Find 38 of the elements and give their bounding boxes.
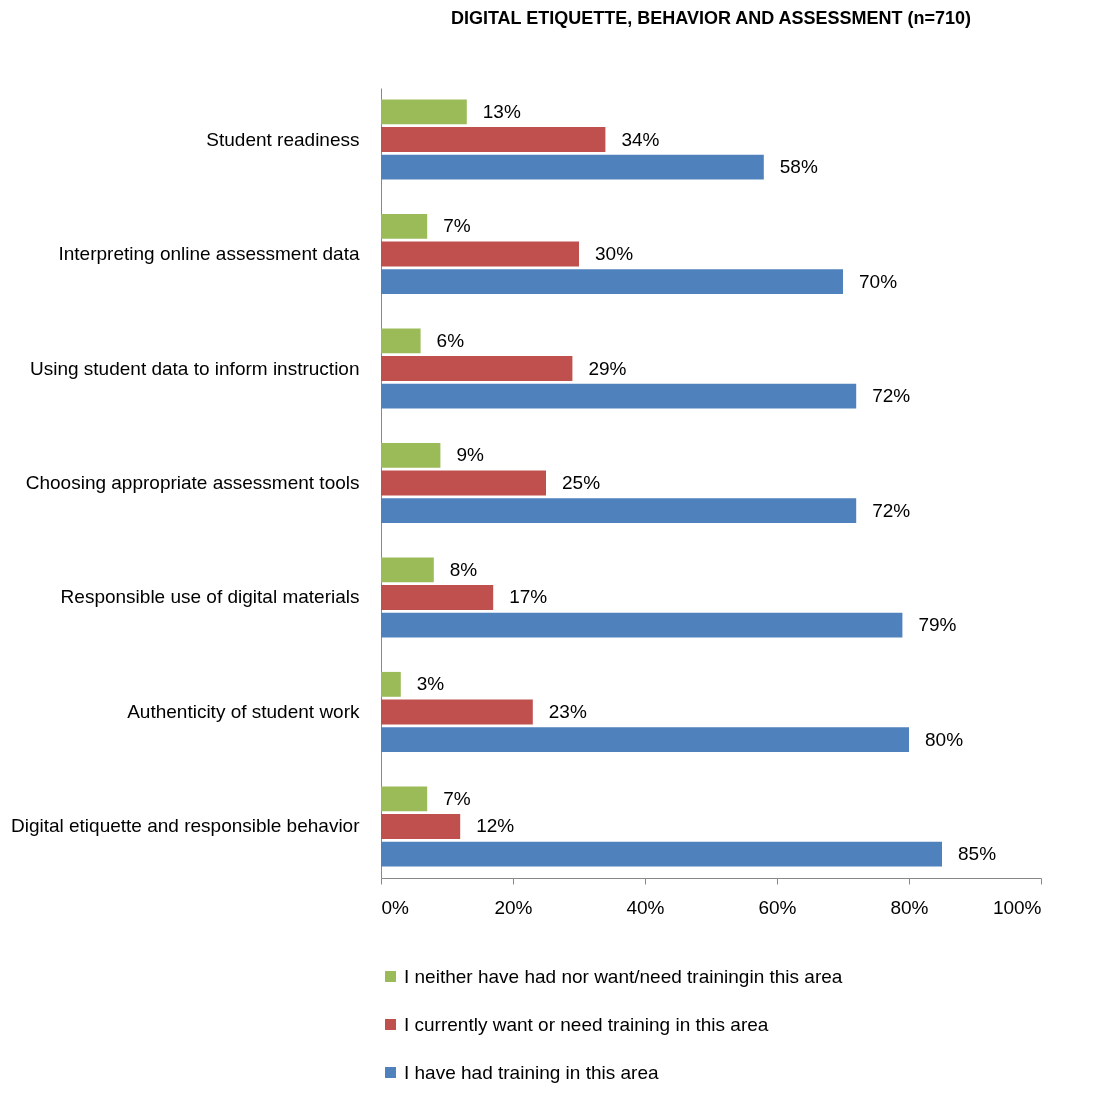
data-label: 7% — [443, 787, 471, 809]
data-label: 30% — [595, 243, 634, 265]
data-label: 72% — [872, 385, 911, 407]
data-label: 6% — [436, 329, 465, 351]
data-label: 7% — [443, 215, 471, 237]
data-label: 23% — [548, 700, 587, 722]
x-tick-label: 40% — [626, 896, 665, 918]
data-label: 25% — [562, 472, 601, 493]
y-tick-label: Responsible use of digital materials — [60, 586, 360, 608]
data-label: 17% — [509, 586, 548, 608]
x-tick-label: 80% — [890, 896, 929, 918]
data-label: 58% — [779, 156, 818, 178]
y-tick-label: Choosing appropriate assessment tools — [25, 472, 360, 493]
data-label: 13% — [482, 100, 521, 122]
data-label: 8% — [449, 558, 478, 580]
legend-label: I neither have had nor want/need trainingin this area — [404, 965, 843, 987]
y-tick-label: Interpreting online assessment data — [58, 243, 360, 265]
y-tick-label: Using student data to inform instruction — [29, 357, 360, 379]
data-label: 9% — [456, 444, 484, 466]
data-label: 29% — [588, 357, 627, 379]
data-label: 80% — [925, 728, 964, 750]
x-tick-label: 20% — [494, 896, 533, 918]
legend-label: I currently want or need training in this area — [404, 1013, 769, 1035]
data-label: 34% — [621, 128, 660, 150]
legend-label: I have had training in this area — [404, 1061, 659, 1083]
data-label: 12% — [476, 815, 515, 837]
x-tick-label: 60% — [758, 896, 797, 918]
y-tick-label: Student readiness — [206, 128, 360, 150]
x-tick-label: 100% — [992, 896, 1042, 918]
data-label: 79% — [918, 614, 957, 636]
x-tick-label: 0% — [381, 896, 410, 918]
y-tick-label: Digital etiquette and responsible behavior — [10, 815, 361, 837]
data-label: 72% — [872, 499, 911, 521]
data-label: 70% — [859, 270, 898, 292]
y-tick-label: Authenticity of student work — [127, 700, 360, 722]
data-label: 85% — [958, 843, 997, 865]
data-label: 3% — [416, 673, 445, 695]
chart-title: DIGITAL ETIQUETTE, BEHAVIOR AND ASSESSMENT (n=710) — [450, 8, 972, 28]
